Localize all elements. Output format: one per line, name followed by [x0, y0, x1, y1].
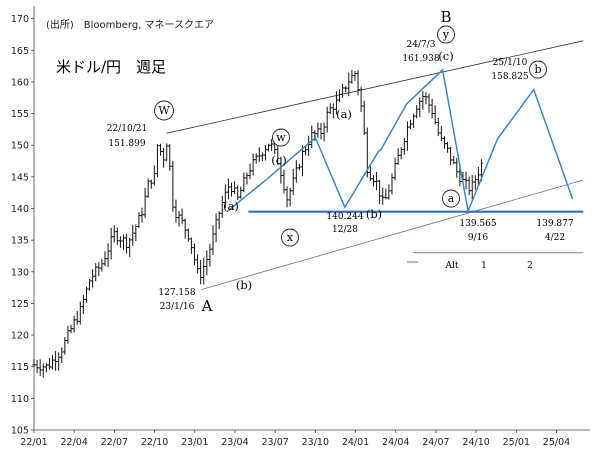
annotation-W_2210: W	[158, 104, 170, 117]
y-tick-label: 155	[11, 109, 29, 120]
annotation-hi_2210_val: 151.899	[108, 139, 145, 149]
wave-circle-y_2407	[437, 25, 455, 44]
annotation-lo_2409_val: 139.565	[459, 219, 496, 229]
x-tick-label: 23/07	[261, 437, 288, 448]
y-tick-label: 145	[11, 172, 29, 183]
y-tick-label: 150	[11, 141, 29, 152]
lower-channel-line	[201, 179, 584, 290]
wave-count-path	[226, 68, 574, 214]
y-tick-label: 165	[11, 46, 29, 57]
x-tick-label: 24/10	[462, 437, 489, 448]
annotation-source: (出所) Bloomberg, マネースクエア	[46, 18, 214, 31]
annotation-alt_1: 1	[481, 261, 487, 271]
annotation-hi_2210_date: 22/10/21	[107, 124, 147, 134]
x-tick-label: 24/01	[342, 437, 369, 448]
annotation-alt_label: Alt	[445, 261, 459, 271]
y-tick-label: 125	[11, 299, 29, 310]
annotation-a_2303: (a)	[223, 199, 239, 213]
annotation-hi_2407_val: 161.938	[402, 54, 439, 64]
annotation-c_2407: (c)	[438, 49, 453, 63]
x-tick-label: 23/04	[221, 437, 248, 448]
y-tick-label: 130	[11, 267, 29, 278]
annotation-hi_2501_val: 158.825	[491, 72, 528, 82]
annotation-hi_2407_date: 24/7/3	[407, 40, 436, 50]
annotation-y_2407: y	[442, 28, 450, 41]
x-tick-label: 23/10	[302, 437, 329, 448]
annotation-lo_2504_val: 139.877	[536, 219, 573, 229]
annotation-wave_B: B	[440, 8, 451, 26]
x-tick-label: 22/10	[141, 437, 168, 448]
annotation-a_2409: a	[448, 192, 455, 205]
wave-circle-W_2210	[154, 100, 174, 121]
x-tick-label: 25/04	[543, 437, 570, 448]
annotation-a_2311: (a)	[336, 107, 352, 121]
axes: 105 110 115 120 125 130 135 140 145 150 155 160 165 1…	[11, 6, 590, 448]
candlestick-series	[32, 69, 484, 378]
annotation-lo_2409_date: 9/16	[468, 233, 488, 243]
y-tick-label: 120	[11, 331, 29, 342]
wave-overlays	[166, 40, 584, 290]
x-tick-label: 22/04	[60, 437, 87, 448]
y-tick-label: 160	[11, 77, 29, 88]
annotation-title: 米ドル/円 週足	[56, 58, 166, 76]
annotation-c_2307: (c)	[271, 153, 286, 167]
annotation-lo_2301_date: 23/1/16	[160, 302, 195, 312]
annotation-b_2312: (b)	[366, 207, 382, 221]
annotation-wave_A: A	[201, 297, 213, 315]
annotation-x_2309: x	[287, 231, 294, 244]
y-tick-label: 170	[11, 14, 29, 25]
wave-circle-x_2309	[281, 228, 299, 247]
annotation-lo_2504_date: 4/22	[545, 233, 565, 243]
x-tick-label: 25/01	[503, 437, 530, 448]
upper-channel-line	[166, 40, 584, 134]
wave-circle-b_2501	[529, 60, 547, 79]
annotation-lo_2301_val: 127.158	[158, 288, 195, 298]
x-tick-label: 22/07	[101, 437, 128, 448]
x-tick-label: 23/01	[181, 437, 208, 448]
annotation-alt_2: 2	[527, 261, 533, 271]
y-tick-label: 110	[11, 394, 29, 405]
x-tick-label: 24/04	[382, 437, 409, 448]
wave-circle-a_2409	[442, 189, 460, 208]
x-tick-label: 24/07	[422, 437, 449, 448]
y-tick-label: 140	[11, 204, 29, 215]
annotation-hi_2501_date: 25/1/10	[493, 58, 528, 68]
annotation-lo_2312_date: 12/28	[332, 225, 358, 235]
x-tick-label: 22/01	[20, 437, 47, 448]
annotation-b_2501: b	[534, 63, 541, 76]
annotation-b_2302: (b)	[236, 278, 252, 292]
y-tick-label: 115	[11, 362, 29, 373]
y-tick-label: 105	[11, 426, 29, 437]
wave-circle-w_2307	[272, 128, 290, 147]
y-tick-label: 135	[11, 236, 29, 247]
annotation-w_2307: w	[276, 131, 286, 144]
annotation-lo_2312_val: 140.244	[326, 212, 363, 222]
